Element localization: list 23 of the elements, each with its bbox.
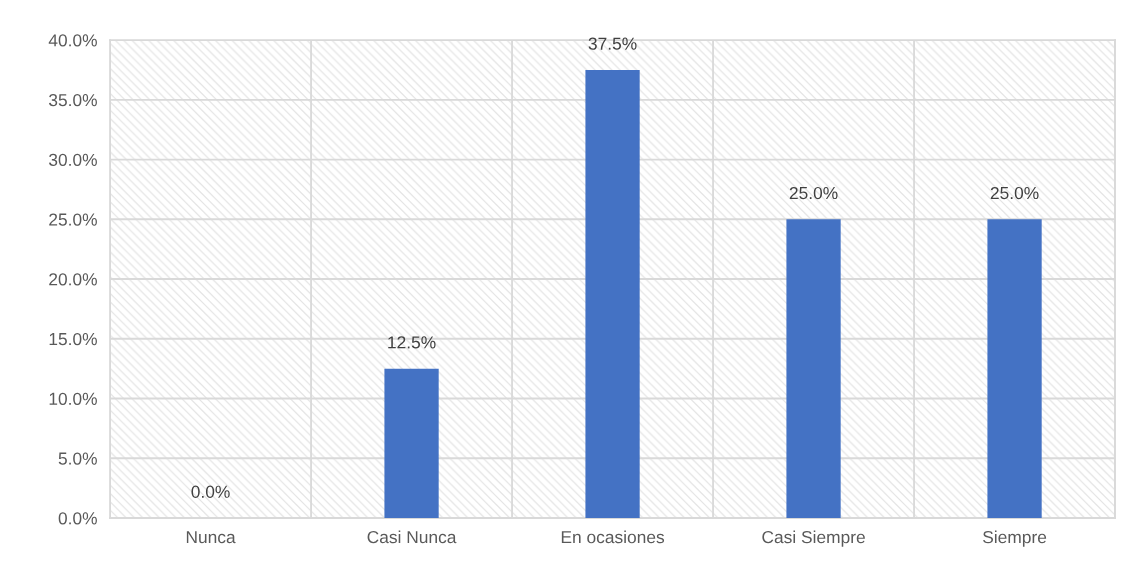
x-tick-label: Nunca (186, 531, 236, 544)
bar (585, 69, 640, 518)
data-label: 25.0% (990, 186, 1039, 200)
y-tick-label: 0.0% (58, 512, 97, 525)
x-tick-label: En ocasiones (561, 530, 665, 544)
bar (384, 368, 439, 518)
bar (987, 219, 1042, 518)
y-tick-label: 10.0% (49, 392, 97, 405)
x-tick-label: Casi Nunca (367, 530, 457, 544)
x-tick-label: Casi Siempre (762, 530, 865, 547)
y-tick-label: 25.0% (49, 213, 97, 226)
data-label: 12.5% (388, 336, 436, 349)
bar (786, 219, 841, 518)
y-tick-label: 35.0% (48, 93, 97, 107)
data-label: 37.5% (588, 37, 637, 50)
y-tick-label: 40.0% (48, 34, 97, 47)
data-label: 25.0% (789, 186, 838, 200)
x-tick-label: Siempre (983, 530, 1047, 547)
y-tick-label: 5.0% (58, 452, 97, 465)
y-tick-label: 20.0% (49, 273, 97, 286)
y-tick-label: 15.0% (49, 332, 97, 346)
y-tick-label: 30.0% (48, 153, 97, 166)
data-label: 0.0% (191, 485, 230, 498)
